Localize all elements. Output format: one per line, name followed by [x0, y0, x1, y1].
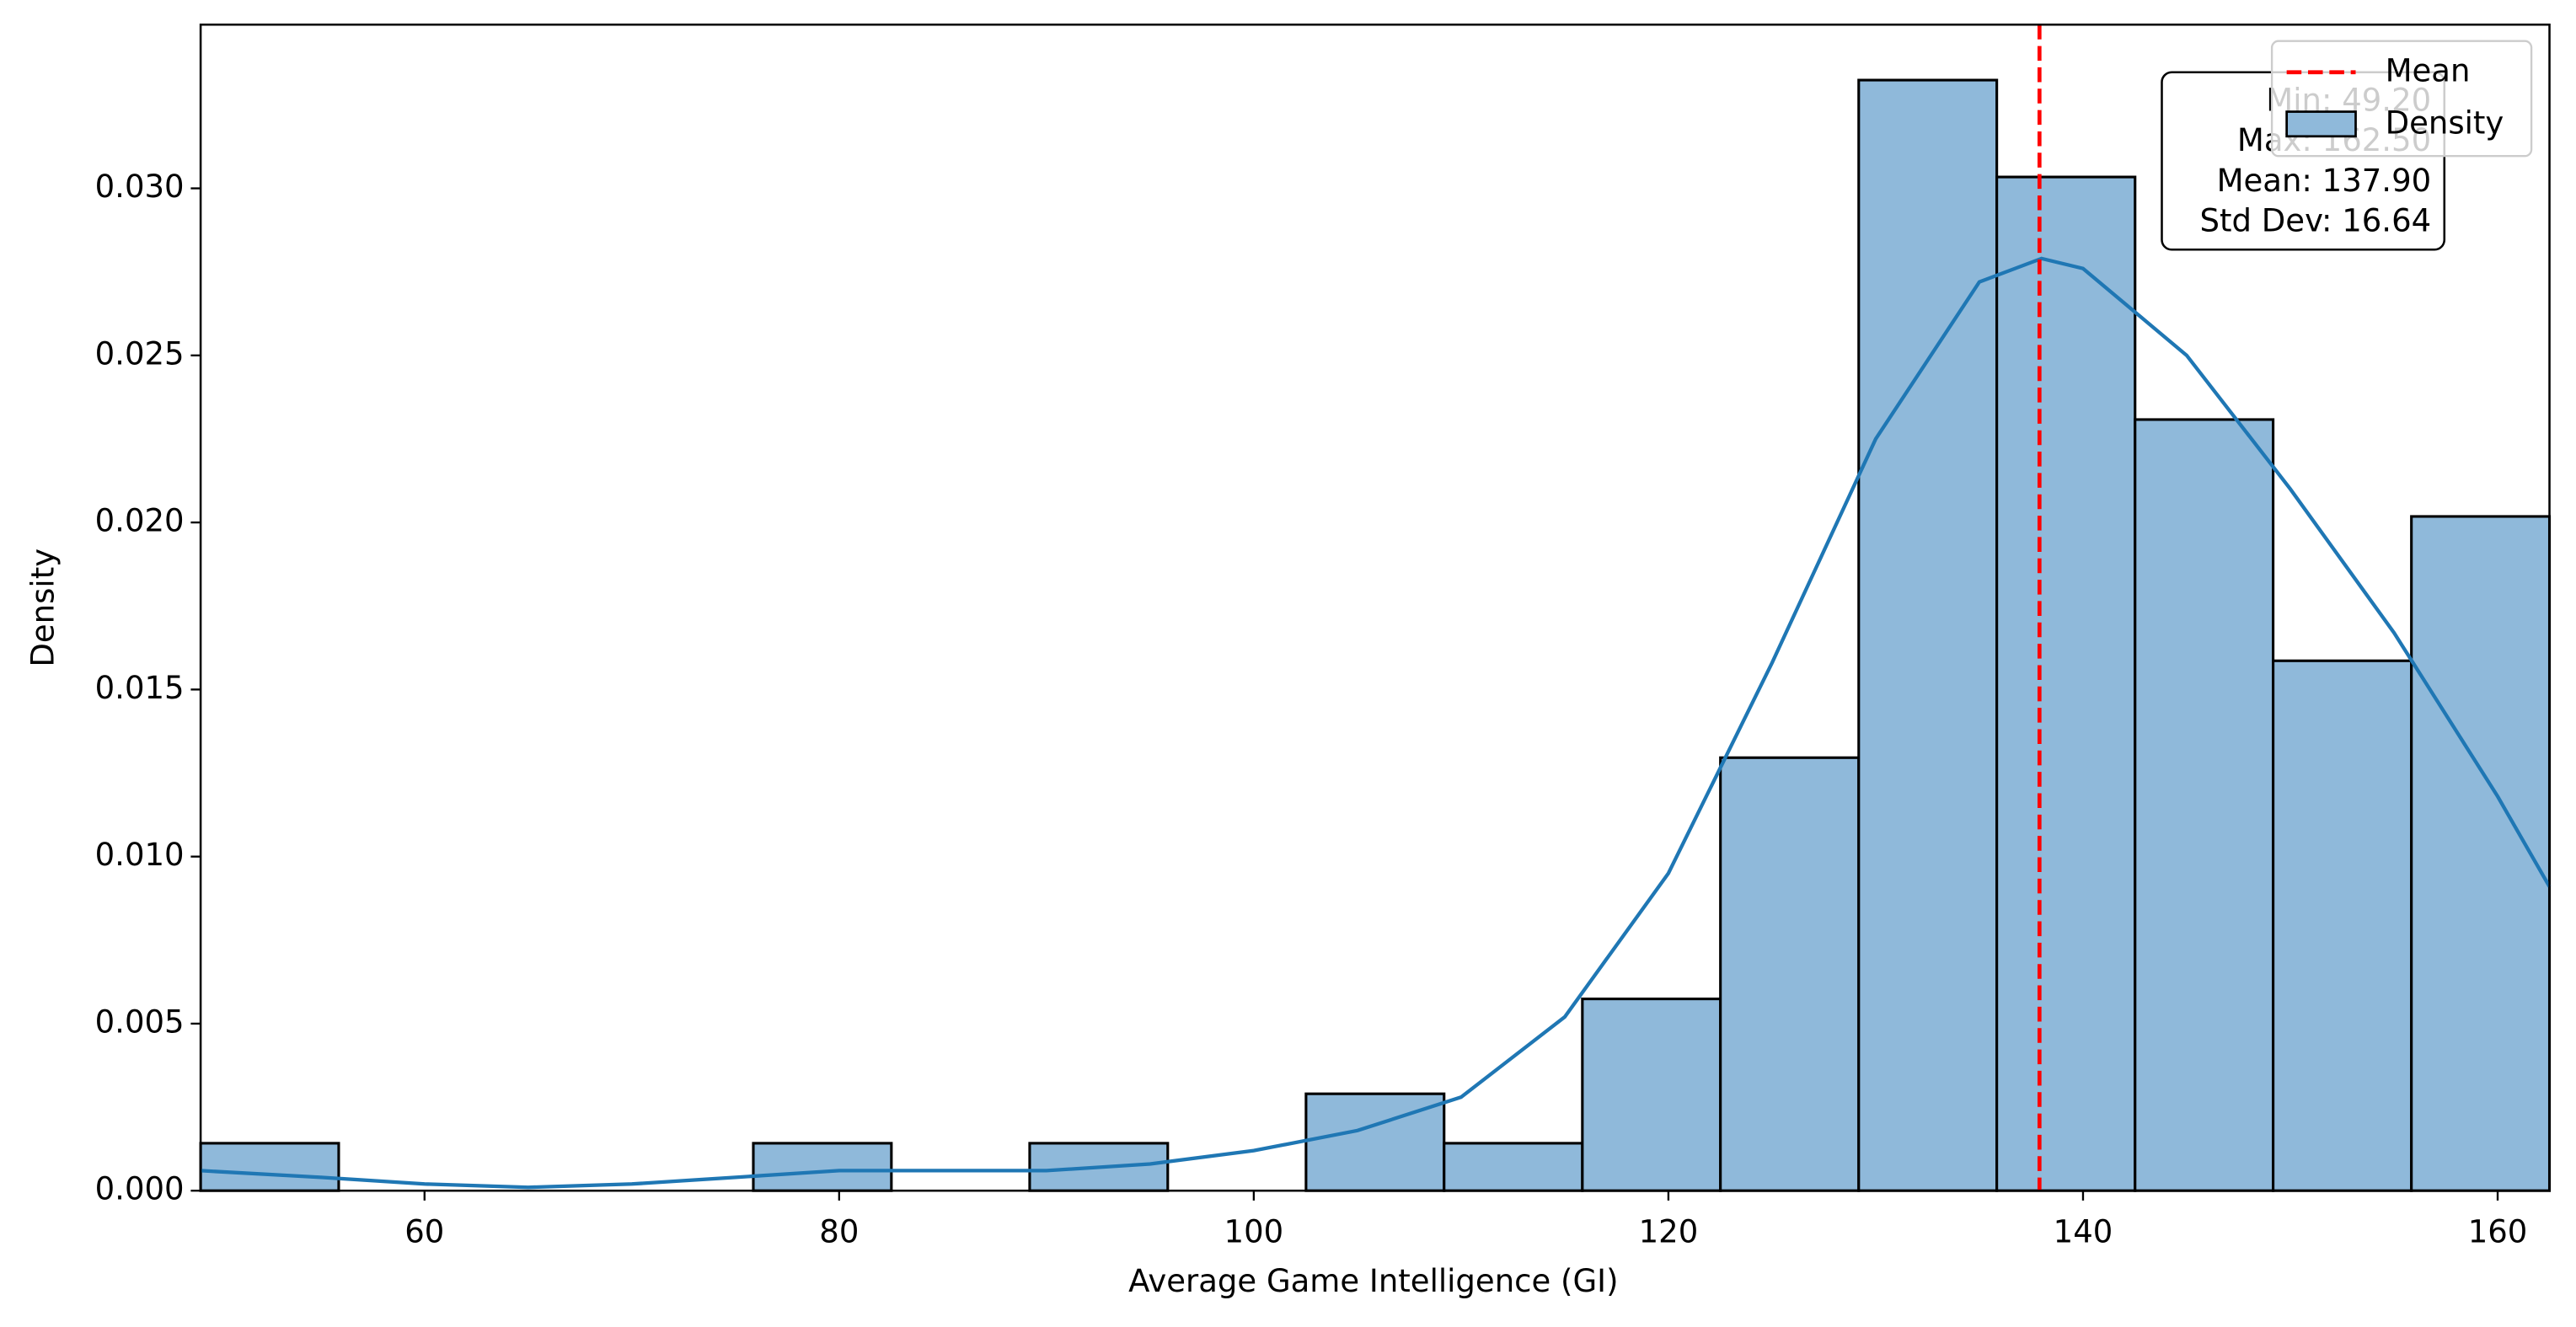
stats-text: Std Dev: 16.64: [2200, 203, 2432, 239]
bar: [1443, 1142, 1584, 1192]
bar: [2272, 659, 2413, 1192]
bar: [2410, 515, 2552, 1192]
x-tick-label: 120: [1639, 1213, 1699, 1249]
x-axis-label: Average Game Intelligence (GI): [1128, 1263, 1618, 1299]
y-axis-label: Density: [24, 548, 61, 667]
plot-frame: [199, 23, 2551, 1192]
bar: [1995, 175, 2137, 1192]
y-tick-label: 0.000: [95, 1171, 185, 1207]
legend-label: Mean: [2386, 52, 2471, 88]
x-tick-label: 100: [1224, 1213, 1284, 1249]
y-tick-label: 0.005: [95, 1003, 185, 1040]
bar: [1581, 998, 1722, 1192]
y-tick-label: 0.025: [95, 335, 185, 372]
legend-label: Density: [2386, 105, 2504, 142]
bar: [2134, 418, 2275, 1192]
y-tick-label: 0.020: [95, 503, 185, 539]
stats-text: Mean: 137.90: [2217, 163, 2432, 199]
x-tick-label: 60: [404, 1213, 444, 1249]
bar: [1857, 78, 1999, 1192]
y-tick-label: 0.015: [95, 670, 185, 706]
x-tick-label: 140: [2054, 1213, 2113, 1249]
x-tick-label: 80: [819, 1213, 859, 1249]
bar: [199, 1142, 340, 1192]
y-tick-label: 0.030: [95, 169, 185, 205]
kde-line: [200, 256, 2552, 1190]
x-tick-label: 160: [2468, 1213, 2528, 1249]
legend-density-swatch: [2285, 110, 2357, 138]
bar: [752, 1142, 893, 1192]
y-tick-label: 0.010: [95, 837, 185, 873]
bar: [1719, 756, 1861, 1192]
